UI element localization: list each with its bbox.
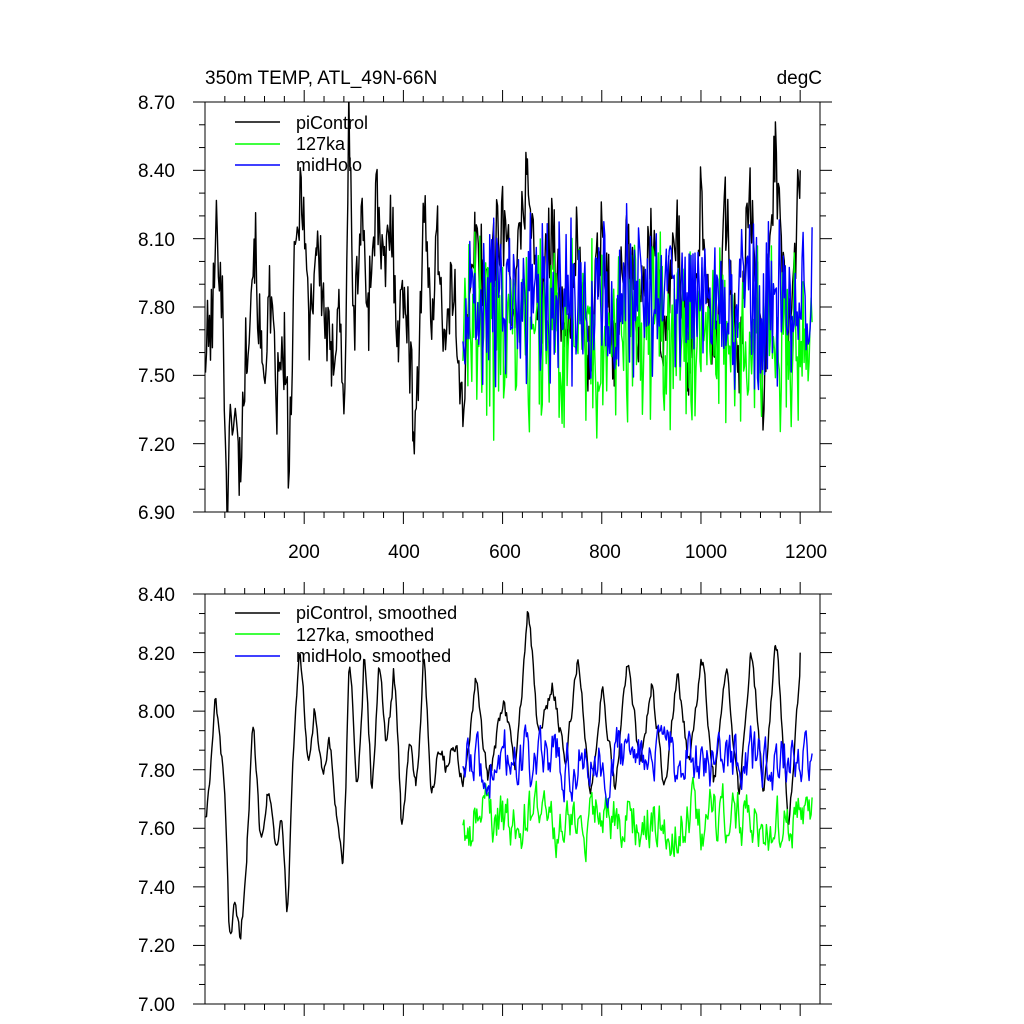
- series-line-picontrol-smoothed: [205, 611, 801, 940]
- bottom-plot-frame: [204, 593, 821, 1005]
- x-tick-label-200: 200: [288, 542, 320, 563]
- bottom-legend: piControl, smoothed 127ka, smoothed midH…: [235, 603, 457, 666]
- top-x-tick-labels: 200 400 600 800 1000 1200: [288, 542, 827, 563]
- y-tick-label-8.40: 8.40: [138, 585, 175, 606]
- y-tick-label-8.10: 8.10: [138, 230, 175, 251]
- bottom-panel: 7.00 7.20 7.40 7.60 7.80 8.00 8.20 8.40 …: [138, 582, 832, 1016]
- y-tick-label-7.80: 7.80: [138, 761, 175, 782]
- x-tick-label-1000: 1000: [685, 542, 727, 563]
- y-tick-label-7.40: 7.40: [138, 878, 175, 899]
- y-tick-label-8.00: 8.00: [138, 702, 175, 723]
- top-y-tick-labels: 6.90 7.20 7.50 7.80 8.10 8.40 8.70: [138, 93, 175, 524]
- top-legend: piControl 127ka midHolo: [235, 113, 368, 175]
- y-tick-label-8.70: 8.70: [138, 93, 175, 114]
- top-panel-title: 350m TEMP, ATL_49N-66N: [205, 68, 437, 89]
- y-tick-label-7.00: 7.00: [138, 995, 175, 1016]
- y-tick-label-7.20: 7.20: [138, 435, 175, 456]
- top-ticks: [193, 90, 832, 524]
- x-tick-label-1200: 1200: [785, 542, 827, 563]
- y-tick-label-6.90: 6.90: [138, 503, 175, 524]
- series-line-picontrol: [205, 102, 801, 512]
- y-tick-label-7.60: 7.60: [138, 819, 175, 840]
- legend-label-midholo: midHolo: [296, 155, 362, 175]
- legend-label-picontrol: piControl: [296, 113, 368, 133]
- legend-label-midholo-smoothed: midHolo, smoothed: [296, 646, 451, 666]
- x-tick-label-800: 800: [589, 542, 621, 563]
- y-tick-label-8.20: 8.20: [138, 644, 175, 665]
- top-panel-units: degC: [777, 68, 822, 89]
- y-tick-label-8.40: 8.40: [138, 161, 175, 182]
- top-panel: 350m TEMP, ATL_49N-66N degC 6.90 7.20 7.…: [138, 68, 832, 563]
- bottom-y-tick-labels: 7.00 7.20 7.40 7.60 7.80 8.00 8.20 8.40: [138, 585, 175, 1016]
- x-tick-label-400: 400: [388, 542, 420, 563]
- legend-label-127ka-smoothed: 127ka, smoothed: [296, 625, 434, 645]
- legend-label-127ka: 127ka: [296, 134, 346, 154]
- series-line-127ka-smoothed: [462, 776, 813, 863]
- y-tick-label-7.20: 7.20: [138, 936, 175, 957]
- series-line-midholo-smoothed: [462, 724, 813, 809]
- bottom-series-group: [205, 611, 813, 940]
- bottom-ticks: [193, 582, 832, 1016]
- series-line-midholo: [462, 202, 813, 391]
- legend-label-picontrol-smoothed: piControl, smoothed: [296, 603, 457, 623]
- y-tick-label-7.50: 7.50: [138, 366, 175, 387]
- y-tick-label-7.80: 7.80: [138, 298, 175, 319]
- x-tick-label-600: 600: [489, 542, 521, 563]
- top-series-group: [205, 102, 813, 512]
